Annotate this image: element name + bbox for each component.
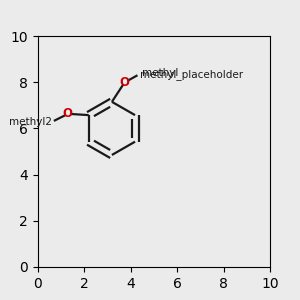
Text: methyl: methyl [142,68,178,78]
Text: methyl2: methyl2 [8,117,52,127]
Text: O: O [63,107,73,121]
Text: O: O [120,76,130,89]
Text: methyl_placeholder: methyl_placeholder [140,69,243,80]
